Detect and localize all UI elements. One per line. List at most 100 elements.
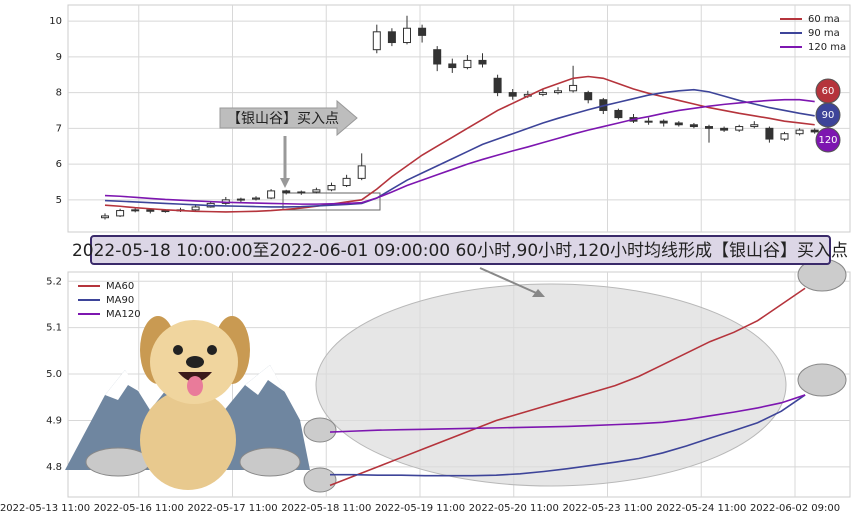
x-tick-label: 2022-05-24 11:00 (656, 503, 746, 514)
ingot (85, 447, 151, 477)
dog-tongue (187, 376, 203, 396)
decoration-layer (65, 99, 847, 493)
candle-body (478, 59, 487, 65)
candle-body (659, 120, 668, 124)
ma-line (329, 394, 806, 433)
plot-frame (67, 4, 851, 233)
candle-body (236, 198, 245, 201)
candle-body (403, 27, 411, 44)
x-tick-label: 2022-05-13 11:00 (0, 503, 90, 514)
x-tick-label: 2022-05-19 11:00 (375, 503, 465, 514)
dog-eye (207, 345, 217, 355)
y-tick-label: 8 (56, 88, 62, 99)
candle-body (101, 215, 109, 219)
ingot (303, 417, 337, 443)
x-tick-label: 2022-06-02 09:00 (750, 503, 840, 514)
candle-body (569, 84, 578, 92)
ingot (797, 363, 847, 397)
y-tick-label: 5.2 (46, 276, 62, 287)
candle-body (131, 209, 140, 212)
dog-body (140, 390, 236, 490)
ma-line (329, 287, 806, 487)
candle-body (720, 127, 729, 131)
y-tick-label: 4.8 (46, 462, 62, 473)
y-tick-label: 5.0 (46, 369, 62, 380)
candle-body (584, 92, 593, 101)
legend-label: MA60 (106, 281, 134, 292)
snow (245, 365, 285, 395)
candle-body (191, 206, 200, 211)
candle-body (312, 189, 321, 193)
ma-line (104, 88, 815, 208)
candle-body (463, 59, 472, 69)
x-tick-label: 2022-05-18 11:00 (281, 503, 371, 514)
badge-label: 120 (818, 135, 837, 146)
dog-eye (173, 345, 183, 355)
candle-body (327, 185, 336, 191)
candle-body (735, 126, 744, 131)
candle-body (342, 177, 351, 187)
badge (815, 127, 841, 153)
dog-nose (186, 356, 204, 368)
candle-body (765, 127, 774, 140)
legend-label: 60 ma (808, 14, 840, 25)
candle-body (750, 124, 759, 128)
candle-body (689, 124, 698, 128)
candle-body (146, 209, 155, 212)
y-tick-label: 7 (56, 123, 62, 134)
banner: 2022-05-18 10:00:00至2022-06-01 09:00:00 … (72, 241, 848, 261)
badge (815, 102, 841, 128)
badge-label: 90 (822, 110, 835, 121)
candle-body (418, 27, 427, 36)
legend-label: 90 ma (808, 28, 840, 39)
candle-body (508, 92, 517, 97)
y-tick-label: 5.1 (46, 323, 62, 334)
legend-label: 120 ma (808, 42, 846, 53)
ingot (239, 447, 301, 477)
x-tick-label: 2022-05-17 11:00 (187, 503, 277, 514)
ma-line (330, 394, 806, 477)
candle-body (297, 191, 306, 194)
y-tick-label: 10 (49, 16, 62, 27)
y-tick-label: 5 (56, 195, 62, 206)
candle-body (357, 165, 366, 179)
candle-body (448, 63, 457, 69)
legend-label: MA90 (106, 295, 134, 306)
candle-body (780, 133, 789, 140)
legend-label: MA120 (106, 309, 141, 320)
x-tick-label: 2022-05-23 11:00 (562, 503, 652, 514)
y-tick-label: 9 (56, 52, 62, 63)
annotation-arrow (219, 99, 358, 137)
ma-line (104, 98, 815, 205)
candle-body (644, 120, 653, 123)
candle-body (282, 190, 291, 194)
candle-body (538, 92, 547, 95)
candle-body (372, 31, 381, 51)
annotation: 【银山谷】买入点 (227, 111, 339, 127)
candle-body (433, 49, 442, 65)
candle-body (267, 190, 276, 199)
arrow (479, 267, 544, 297)
banner-box (90, 235, 831, 265)
pointer-head (280, 178, 290, 188)
y-tick-label: 4.9 (46, 415, 62, 426)
candle-body (252, 197, 260, 200)
highlight-box (282, 192, 381, 211)
candle-body (387, 31, 396, 44)
candle-body (705, 126, 713, 129)
candle-body (116, 210, 125, 217)
highlight-ellipse (315, 283, 787, 487)
snow (105, 370, 140, 400)
candle-body (795, 129, 804, 135)
ingot (303, 467, 337, 493)
candle-body (810, 129, 819, 133)
y-tick-label: 6 (56, 159, 62, 170)
x-tick-label: 2022-05-16 11:00 (94, 503, 184, 514)
candle-body (674, 122, 683, 126)
x-tick-label: 2022-05-20 11:00 (469, 503, 559, 514)
candle-body (493, 77, 502, 94)
candle-body (554, 90, 562, 94)
plot-frame (67, 271, 851, 498)
arrowhead (532, 289, 545, 297)
